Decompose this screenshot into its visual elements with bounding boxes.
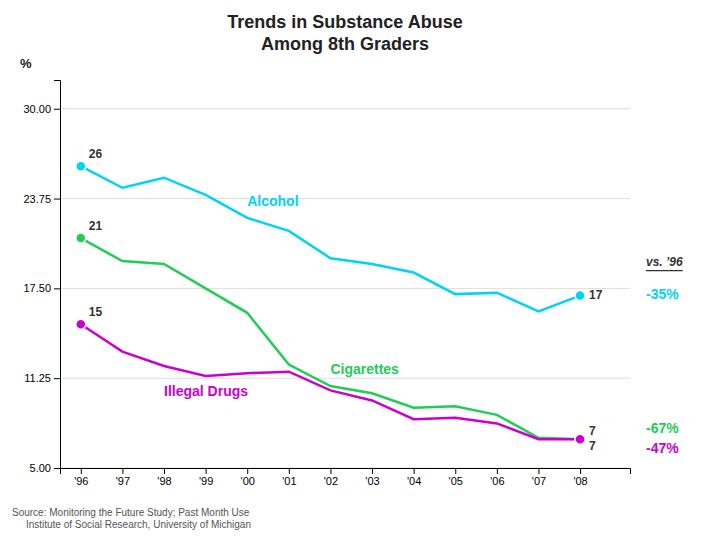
data-label: 7 [589, 424, 596, 438]
data-label: 7 [589, 439, 596, 453]
series-label: Alcohol [247, 193, 298, 209]
source-line: Source: Monitoring the Future Study; Pas… [12, 507, 250, 518]
x-tick-label: '01 [282, 475, 296, 487]
grid-line [60, 108, 630, 109]
x-tick-mark [164, 468, 165, 474]
title-line: Trends in Substance Abuse [227, 12, 462, 32]
change-label: -67% [646, 420, 679, 436]
y-tick-label: 5.00 [30, 462, 51, 474]
annotation: vs. ’96 [646, 255, 683, 269]
y-tick-mark [54, 378, 60, 379]
y-tick-label: 17.50 [23, 282, 51, 294]
y-tick-mark [54, 288, 60, 289]
y-tick-mark [54, 109, 60, 110]
annotation-underline [646, 270, 683, 271]
x-tick-mark [81, 468, 82, 474]
x-tick-label: '03 [365, 475, 379, 487]
x-tick-mark [414, 468, 415, 474]
source: Source: Monitoring the Future Study; Pas… [12, 507, 251, 530]
x-tick: '06 [490, 468, 504, 487]
x-tick-mark [497, 468, 498, 474]
x-tick-label: '07 [532, 475, 546, 487]
point [575, 434, 585, 444]
x-tick: '02 [324, 468, 338, 487]
plot-area [76, 161, 585, 444]
y-axis-line [54, 81, 61, 469]
y-axis-title: % [20, 56, 32, 71]
data-label: 21 [89, 219, 103, 233]
x-tick: '98 [157, 468, 171, 487]
y-tick: 30.00 [23, 103, 60, 115]
x-tick: '99 [199, 468, 213, 487]
x-tick-mark [289, 468, 290, 474]
x-tick: '07 [532, 468, 546, 487]
change-label: -47% [646, 440, 679, 456]
x-tick: '04 [407, 468, 421, 487]
point [76, 161, 86, 171]
series-line [81, 324, 580, 439]
title: Trends in Substance AbuseAmong 8th Grade… [227, 12, 462, 54]
y-tick-label: 11.25 [24, 372, 51, 384]
series-line [81, 238, 580, 439]
x-tick-label: '96 [74, 475, 88, 487]
x-tick-mark [206, 468, 207, 474]
grid-line [60, 378, 630, 379]
point [575, 291, 585, 301]
series-label: Cigarettes [330, 361, 399, 377]
x-tick-label: '98 [157, 475, 171, 487]
y-tick: 17.50 [23, 282, 60, 294]
y-tick-mark [54, 199, 60, 200]
grid-line [60, 198, 630, 199]
x-tick-mark [122, 468, 123, 474]
title-line: Among 8th Graders [261, 34, 429, 54]
x-tick-label: '04 [407, 475, 421, 487]
point [76, 233, 86, 243]
y-tick-mark [54, 468, 60, 469]
x-tick-mark [372, 468, 373, 474]
grid [60, 109, 630, 468]
x-tick-label: '97 [116, 475, 130, 487]
point [76, 319, 86, 329]
labels: 26 21 15 17 77 Alcohol Cigarettes Illegal Drugs… [89, 147, 683, 456]
series-line [81, 166, 580, 311]
x-tick-label: '06 [490, 475, 504, 487]
point [575, 434, 585, 444]
x-tick-label: '05 [449, 475, 463, 487]
x-tick: '03 [365, 468, 379, 487]
y-tick: 23.75 [23, 193, 60, 205]
x-tick-mark [330, 468, 331, 474]
y-axis: 5.00 11.25 17.50 23.75 30.00 [23, 81, 60, 475]
source-line: Institute of Social Research, University… [12, 519, 251, 530]
x-tick: '00 [241, 468, 255, 487]
data-label: 26 [89, 147, 103, 161]
x-tick-label: '02 [324, 475, 338, 487]
data-label: 17 [589, 288, 603, 302]
x-tick: '05 [449, 468, 463, 487]
x-tick: '97 [116, 468, 130, 487]
x-tick-label: '99 [199, 475, 213, 487]
x-tick-label: '00 [241, 475, 255, 487]
series-label: Illegal Drugs [164, 383, 248, 399]
x-tick-mark [538, 468, 539, 474]
y-tick-label: 30.00 [23, 103, 51, 115]
x-axis-line [61, 469, 631, 475]
x-tick: '96 [74, 468, 88, 487]
y-tick: 11.25 [24, 372, 60, 384]
y-tick: 5.00 [30, 462, 60, 474]
chart: '96 '97 '98 '99 '00 '01 '02 '03 '04 '05 '06 '07 '08 5… [0, 0, 720, 540]
x-tick: '08 [573, 468, 587, 487]
grid-line [60, 288, 630, 289]
x-tick-label: '08 [573, 475, 587, 487]
x-tick: '01 [282, 468, 296, 487]
x-axis: '96 '97 '98 '99 '00 '01 '02 '03 '04 '05 '06 '07 '08 [61, 468, 631, 487]
data-label: 15 [89, 305, 103, 319]
x-tick-mark [580, 468, 581, 474]
change-label: -35% [646, 286, 679, 302]
y-tick-label: 23.75 [23, 193, 51, 205]
x-tick-mark [455, 468, 456, 474]
x-tick-mark [247, 468, 248, 474]
